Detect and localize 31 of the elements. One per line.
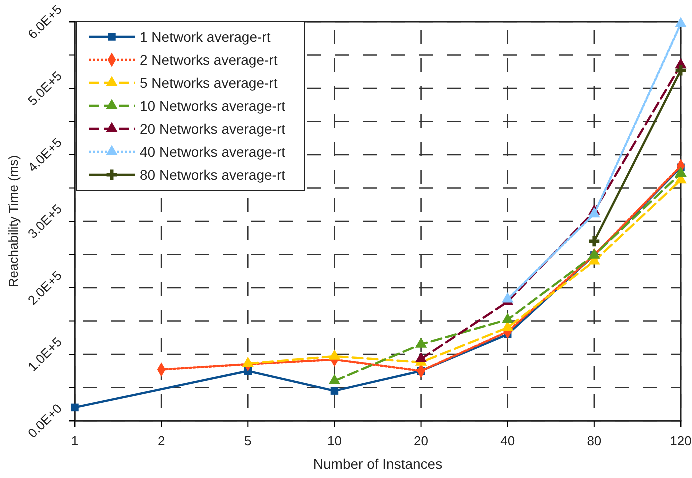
legend-label: 80 Networks average-rt xyxy=(140,166,286,183)
x-tick-label: 40 xyxy=(500,434,516,449)
point xyxy=(415,352,428,363)
point xyxy=(328,350,341,360)
x-tick-label: 120 xyxy=(670,434,692,449)
x-tick-label: 10 xyxy=(327,434,342,449)
legend-label: 20 Networks average-rt xyxy=(140,120,286,137)
x-tick-label: 2 xyxy=(158,434,166,449)
point xyxy=(502,292,514,303)
legend-label: 40 Networks average-rt xyxy=(140,144,286,160)
point xyxy=(71,404,79,412)
x-tick-label: 5 xyxy=(244,434,252,449)
legend-label: 10 Networks average-rt xyxy=(140,98,286,114)
legend-label: 1 Network average-rt xyxy=(140,28,271,45)
point xyxy=(328,374,341,384)
x-tick-label: 1 xyxy=(71,434,79,449)
x-tick-label: 20 xyxy=(414,434,429,449)
point xyxy=(330,387,339,395)
point xyxy=(675,17,687,28)
point xyxy=(588,248,600,259)
point xyxy=(415,338,428,348)
point xyxy=(675,166,687,178)
legend-label: 5 Networks average-rt xyxy=(140,74,278,91)
point xyxy=(242,357,254,368)
y-axis-title: Reachability Time (ms) xyxy=(6,155,21,288)
point xyxy=(502,313,514,324)
x-tick-label: 80 xyxy=(587,434,602,449)
point xyxy=(589,236,600,247)
point xyxy=(588,207,600,218)
legend-label: 2 Networks average-rt xyxy=(140,52,278,68)
x-axis-title: Number of Instances xyxy=(313,456,443,472)
